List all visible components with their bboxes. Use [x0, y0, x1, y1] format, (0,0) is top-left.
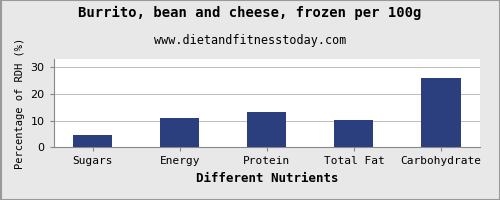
Text: www.dietandfitnesstoday.com: www.dietandfitnesstoday.com — [154, 34, 346, 47]
Bar — [422, 78, 461, 147]
Bar — [334, 120, 374, 147]
Bar — [73, 135, 112, 147]
X-axis label: Different Nutrients: Different Nutrients — [196, 172, 338, 185]
Text: Burrito, bean and cheese, frozen per 100g: Burrito, bean and cheese, frozen per 100… — [78, 6, 422, 20]
Y-axis label: Percentage of RDH (%): Percentage of RDH (%) — [15, 38, 25, 169]
Bar — [247, 112, 286, 147]
Bar — [160, 118, 200, 147]
